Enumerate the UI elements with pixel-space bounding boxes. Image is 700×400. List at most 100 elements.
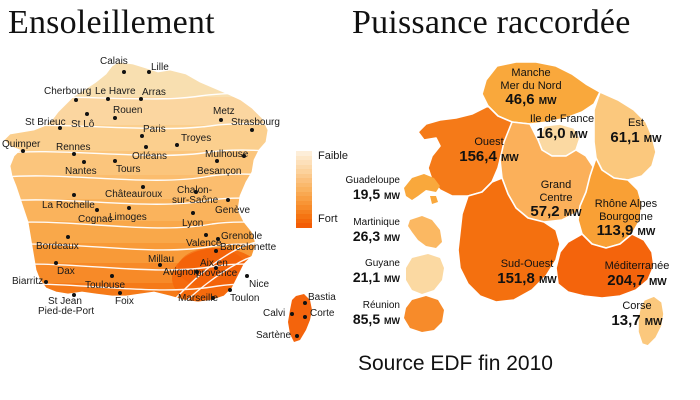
city-marker-dot — [211, 296, 215, 300]
region-label: Ouest 156,4 MW — [419, 136, 559, 167]
legend-swatch — [296, 169, 312, 174]
shape-reunion — [404, 296, 444, 332]
city-label: provence — [196, 268, 238, 279]
city-marker-dot — [194, 190, 198, 194]
city-marker-dot — [118, 291, 122, 295]
city-label: Calvi — [263, 308, 286, 319]
city-label: Metz — [213, 106, 235, 117]
overseas-unit: MW — [384, 191, 400, 201]
sunshine-legend — [296, 151, 312, 228]
city-label: La Rochelle — [42, 200, 95, 211]
city-marker-dot — [144, 145, 148, 149]
city-label: Bastia — [308, 292, 336, 303]
region-name: Rhône Alpes — [594, 198, 658, 210]
city-label: Cognac — [78, 214, 113, 225]
legend-swatch — [296, 155, 312, 160]
power-regions — [417, 61, 665, 347]
city-label: Lyon — [182, 218, 204, 229]
overseas-name: Guyane — [364, 258, 400, 269]
legend-swatch — [296, 187, 312, 192]
city-label: St Lô — [71, 119, 95, 130]
legend-swatch — [296, 151, 312, 156]
region-name: Est — [628, 117, 644, 129]
city-marker-dot — [82, 160, 86, 164]
region-value: 204,7 MW — [607, 271, 667, 289]
legend-swatch — [296, 223, 312, 228]
city-marker-dot — [216, 237, 220, 241]
region-label: Méditerranée 204,7 MW — [567, 260, 700, 291]
overseas-label: Réunion 85,5 MW — [290, 300, 400, 329]
overseas-value: 19,5 MW — [352, 186, 400, 202]
city-label: Strasbourg — [231, 117, 280, 128]
region-name: Ile de France — [529, 113, 595, 125]
region-value: 151,8 MW — [497, 269, 557, 287]
region-label: Sud-Ouest 151,8 MW — [457, 258, 597, 289]
legend-swatch — [296, 209, 312, 214]
overseas-label: Guadeloupe 19,5 MW — [290, 175, 401, 204]
city-marker-dot — [215, 159, 219, 163]
shape-guyane — [406, 254, 444, 294]
legend-swatch — [296, 160, 312, 165]
overseas-unit: MW — [384, 233, 400, 243]
legend-swatch — [296, 164, 312, 169]
city-label: Dax — [57, 266, 75, 277]
overseas-label: Guyane 21,1 MW — [290, 258, 400, 287]
shape-guadeloupe — [404, 174, 440, 204]
city-marker-dot — [72, 152, 76, 156]
city-marker-dot — [219, 118, 223, 122]
france-outline — [3, 61, 269, 303]
city-label: Le Havre — [95, 86, 136, 97]
region-name: Manche — [511, 67, 551, 79]
region-unit: MW — [538, 96, 557, 107]
region-label: Rhône Alpes Bourgogne 113,9 MW — [556, 198, 696, 241]
region-label: Ile de France 16,0 MW — [492, 113, 632, 144]
region-name: Bourgogne — [599, 210, 653, 223]
city-marker-dot — [295, 334, 299, 338]
overseas-unit: MW — [384, 316, 400, 326]
overseas-value: 26,3 MW — [352, 228, 400, 244]
legend-low-label: Faible — [318, 150, 348, 162]
region-value: 61,1 MW — [610, 128, 662, 146]
region-value: 113,9 MW — [596, 222, 656, 239]
region-unit: MW — [500, 152, 519, 164]
city-marker-dot — [113, 116, 117, 120]
city-label: Nantes — [65, 166, 97, 177]
city-marker-dot — [245, 274, 249, 278]
overseas-unit: MW — [384, 274, 400, 284]
overseas-name: Martinique — [353, 217, 400, 228]
region-mediterranee — [555, 233, 655, 299]
city-marker-dot — [21, 149, 25, 153]
region-unit: MW — [563, 208, 582, 219]
city-marker-dot — [54, 261, 58, 265]
city-marker-dot — [72, 193, 76, 197]
legend-swatch — [296, 200, 312, 205]
city-marker-dot — [226, 198, 230, 202]
city-marker-dot — [72, 293, 76, 297]
legend-swatch — [296, 173, 312, 178]
city-label: Marseille — [178, 293, 219, 304]
city-label: Nice — [249, 279, 270, 290]
overseas-name: Réunion — [362, 300, 400, 311]
region-name: Méditerranée — [604, 260, 670, 272]
region-unit: MW — [637, 227, 656, 238]
city-marker-dot — [303, 315, 307, 319]
city-marker-dot — [127, 206, 131, 210]
city-marker-dot — [175, 143, 179, 147]
city-marker-dot — [204, 233, 208, 237]
city-marker-dot — [95, 208, 99, 212]
city-marker-dot — [228, 288, 232, 292]
overseas-label: Martinique 26,3 MW — [290, 217, 400, 246]
city-marker-dot — [122, 70, 126, 74]
city-label: Sartène — [256, 330, 292, 341]
region-manche-mer-du-nord — [481, 61, 601, 125]
region-label: Est 61,1 MW — [566, 117, 700, 148]
shape-martinique — [408, 216, 442, 248]
legend-swatch — [296, 205, 312, 210]
city-label: Corte — [310, 308, 335, 319]
city-marker-dot — [214, 249, 218, 253]
city-marker-dot — [58, 126, 62, 130]
overseas-name: Guadeloupe — [345, 175, 401, 186]
city-marker-dot — [110, 274, 114, 278]
city-marker-dot — [303, 301, 307, 305]
